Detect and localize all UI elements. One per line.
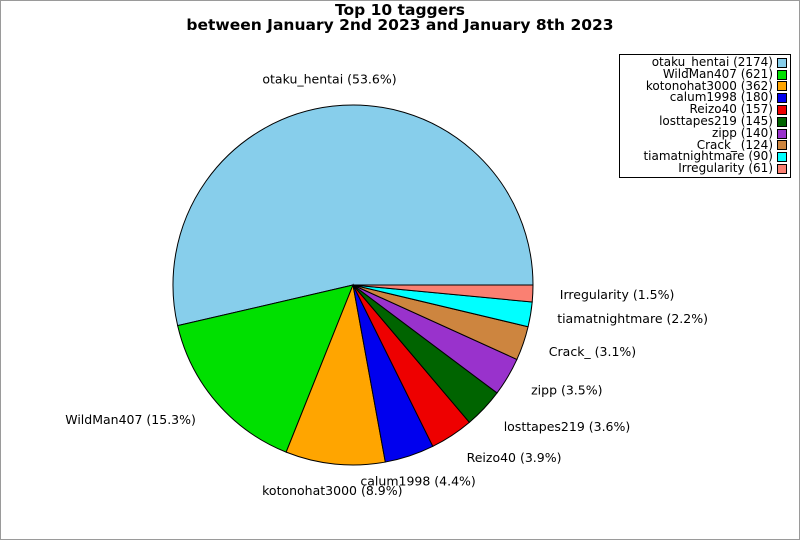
slice-label-wildman407: WildMan407 (15.3%) <box>65 412 196 427</box>
pie-slice-kotonohat3000 <box>285 283 386 466</box>
legend-item-losttapes219: losttapes219 (145) <box>623 113 787 128</box>
slice-label-calum1998: calum1998 (4.4%) <box>360 474 475 489</box>
legend-label: calum1998 (180) <box>669 90 773 105</box>
legend-label: kotonohat3000 (362) <box>645 78 773 93</box>
legend-item-zipp: zipp (140) <box>623 125 787 140</box>
slice-label-crack_: Crack_ (3.1%) <box>549 344 636 359</box>
legend-item-tiamatnightmare: tiamatnightmare (90) <box>623 149 787 164</box>
legend-item-crack_: Crack_ (124) <box>623 137 787 152</box>
legend-swatch <box>777 93 787 104</box>
legend-label: otaku_hentai (2174) <box>651 55 773 69</box>
pie-slice-irregularity <box>352 284 534 303</box>
legend-item-wildman407: WildMan407 (621) <box>623 66 787 81</box>
legend-label: Irregularity (61) <box>678 161 773 176</box>
slice-label-tiamatnightmare: tiamatnightmare (2.2%) <box>557 311 708 326</box>
legend-label: Reizo40 (157) <box>689 102 773 117</box>
slice-label-irregularity: Irregularity (1.5%) <box>560 287 675 302</box>
chart-subtitle: between January 2nd 2023 and January 8th… <box>186 15 614 34</box>
legend-swatch <box>777 152 787 163</box>
legend-item-calum1998: calum1998 (180) <box>623 90 787 105</box>
slice-label-kotonohat3000: kotonohat3000 (8.9%) <box>262 483 402 498</box>
chart-title: Top 10 taggers <box>334 1 466 19</box>
legend-swatch <box>777 164 787 175</box>
pie-slice-wildman407 <box>177 284 354 453</box>
legend-label: losttapes219 (145) <box>659 113 773 128</box>
legend-label: tiamatnightmare (90) <box>643 149 773 164</box>
slice-label-reizo40: Reizo40 (3.9%) <box>467 450 562 465</box>
legend-item-kotonohat3000: kotonohat3000 (362) <box>623 78 787 93</box>
legend-item-irregularity: Irregularity (61) <box>623 161 787 176</box>
slice-label-otaku_hentai: otaku_hentai (53.6%) <box>262 71 396 86</box>
legend-swatch <box>777 105 787 116</box>
chart-title-block: Top 10 taggers between January 2nd 2023 … <box>1 3 799 32</box>
slice-label-zipp: zipp (3.5%) <box>531 383 602 398</box>
legend-swatch <box>777 116 787 127</box>
legend-swatch <box>777 128 787 139</box>
legend-swatch <box>777 140 787 151</box>
slice-label-losttapes219: losttapes219 (3.6%) <box>504 419 631 434</box>
legend-swatch <box>777 69 787 80</box>
legend-label: zipp (140) <box>712 125 773 140</box>
legend-swatch <box>777 57 787 68</box>
legend-item-otaku_hentai: otaku_hentai (2174) <box>623 55 787 69</box>
legend-swatch <box>777 81 787 92</box>
legend: otaku_hentai (2174) WildMan407 (621) koton… <box>619 54 791 178</box>
pie-slice-otaku_hentai <box>172 104 534 327</box>
legend-label: Crack_ (124) <box>696 137 773 152</box>
legend-label: WildMan407 (621) <box>662 66 773 81</box>
legend-item-reizo40: Reizo40 (157) <box>623 102 787 117</box>
